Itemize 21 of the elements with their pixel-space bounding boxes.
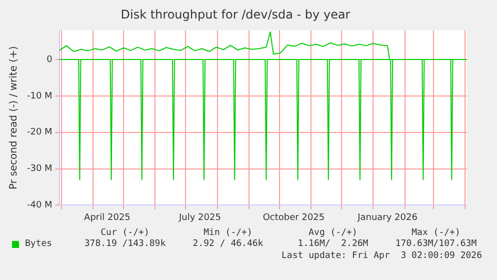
text: 378.19 /143.89k	[84, 239, 166, 250]
y-tick-label: -20 M	[27, 128, 52, 138]
x-tick-label: January 2026	[356, 212, 418, 223]
y-tick-label: -30 M	[27, 164, 52, 174]
text: Last update: Fri Apr 3 02:00:09 2026	[282, 251, 482, 262]
x-tick-label: July 2025	[178, 212, 221, 223]
y-tick-label: -10 M	[27, 91, 52, 102]
x-tick-label: October 2025	[262, 212, 325, 223]
text: 2.92 / 46.46k	[192, 239, 264, 250]
legend-label: Bytes	[25, 239, 52, 249]
y-tick-label: -40 M	[27, 200, 52, 211]
chart-title: Disk throughput for /dev/sda - by year	[120, 7, 350, 22]
text: Max (-/+)	[412, 228, 460, 239]
text: Avg (-/+)	[308, 228, 358, 239]
y-tick-label: 0	[46, 54, 53, 65]
text: Cur (-/+)	[100, 228, 150, 239]
text: 1.16M/ 2.26M	[298, 239, 368, 250]
y-axis-title: Pr second read (-) / write (+)	[8, 46, 20, 190]
text: Min (-/+)	[204, 228, 252, 239]
x-tick-label: April 2025	[84, 212, 130, 223]
text: 170.63M/107.63M	[395, 239, 477, 250]
